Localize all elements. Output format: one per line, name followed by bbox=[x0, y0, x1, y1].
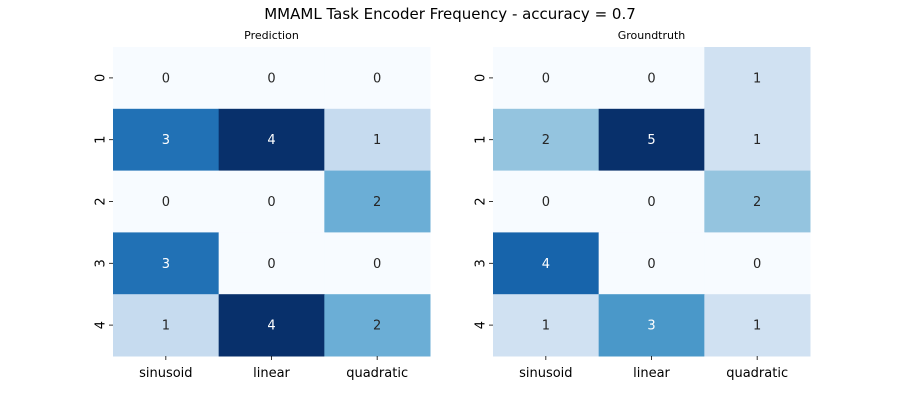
heatmap-cell bbox=[218, 47, 325, 110]
cell-value-label: 1 bbox=[542, 319, 550, 334]
cell-value-label: 1 bbox=[753, 71, 761, 86]
x-tick-label: quadratic bbox=[346, 366, 408, 381]
heatmap-cell bbox=[704, 108, 811, 172]
heatmap-cell bbox=[493, 170, 600, 233]
cell-value-label: 2 bbox=[753, 195, 761, 210]
heatmap-cell bbox=[113, 232, 220, 295]
cell-value-label: 0 bbox=[373, 257, 381, 272]
heatmap-cell bbox=[113, 47, 220, 110]
heatmap-cell bbox=[704, 170, 811, 233]
heatmap-cell bbox=[598, 170, 705, 233]
y-tick-label: 4 bbox=[94, 321, 109, 329]
cell-value-label: 0 bbox=[647, 195, 655, 210]
heatmap-cell bbox=[113, 108, 220, 172]
cell-value-label: 0 bbox=[373, 71, 381, 86]
cell-value-label: 4 bbox=[267, 133, 275, 148]
heatmap-cell bbox=[598, 294, 705, 357]
heatmap-cell bbox=[218, 170, 325, 233]
heatmap-cell bbox=[493, 294, 600, 357]
x-tick-label: linear bbox=[633, 366, 670, 381]
y-tick-label: 4 bbox=[474, 321, 489, 329]
cell-value-label: 0 bbox=[267, 71, 275, 86]
cell-value-label: 2 bbox=[373, 319, 381, 334]
y-tick-label: 2 bbox=[94, 197, 109, 205]
cell-value-label: 3 bbox=[162, 133, 170, 148]
cell-value-label: 0 bbox=[647, 257, 655, 272]
y-tick-label: 0 bbox=[94, 74, 109, 82]
y-tick-label: 1 bbox=[94, 136, 109, 144]
heatmap-cell bbox=[113, 170, 220, 233]
heatmap-cell bbox=[218, 232, 325, 295]
heatmap-cell bbox=[324, 232, 431, 295]
heatmap-panel-prediction: Prediction 0 0 0 3 4 1 0 0 2 3 0 0 1 4 2 sinusoid linear q… bbox=[94, 29, 431, 381]
cell-value-label: 0 bbox=[542, 71, 550, 86]
cell-value-label: 1 bbox=[162, 319, 170, 334]
y-tick-label: 0 bbox=[474, 74, 489, 82]
cell-value-label: 3 bbox=[647, 319, 655, 334]
y-tick-label: 3 bbox=[94, 259, 109, 267]
cell-value-label: 0 bbox=[647, 71, 655, 86]
heatmap-cell bbox=[324, 108, 431, 172]
cell-value-label: 0 bbox=[162, 71, 170, 86]
heatmap-cell bbox=[598, 232, 705, 295]
cell-value-label: 1 bbox=[373, 133, 381, 148]
cell-value-label: 0 bbox=[542, 195, 550, 210]
cell-value-label: 0 bbox=[267, 195, 275, 210]
heatmap-cell bbox=[704, 232, 811, 295]
cell-value-label: 4 bbox=[267, 319, 275, 334]
heatmap-cell bbox=[704, 47, 811, 110]
heatmap-cell bbox=[493, 108, 600, 172]
x-tick-label: linear bbox=[253, 366, 290, 381]
cell-value-label: 2 bbox=[542, 133, 550, 148]
heatmap-cell bbox=[493, 47, 600, 110]
x-tick-label: quadratic bbox=[726, 366, 788, 381]
subplot-title: Prediction bbox=[244, 29, 299, 42]
heatmap-cell bbox=[598, 108, 705, 172]
heatmap-panel-groundtruth: Groundtruth 0 0 1 2 5 1 0 0 2 4 0 0 1 3 1 sinusoid linear… bbox=[474, 29, 811, 381]
heatmap-cell bbox=[493, 232, 600, 295]
heatmap-cell bbox=[598, 47, 705, 110]
cell-value-label: 1 bbox=[753, 319, 761, 334]
heatmap-cell bbox=[324, 47, 431, 110]
cell-value-label: 1 bbox=[753, 133, 761, 148]
cell-value-label: 3 bbox=[162, 257, 170, 272]
y-tick-label: 3 bbox=[474, 259, 489, 267]
cell-value-label: 4 bbox=[542, 257, 550, 272]
heatmap-cell bbox=[218, 108, 325, 172]
x-tick-label: sinusoid bbox=[519, 366, 572, 381]
cell-value-label: 0 bbox=[162, 195, 170, 210]
figure-title: MMAML Task Encoder Frequency - accuracy … bbox=[264, 5, 636, 23]
cell-value-label: 2 bbox=[373, 195, 381, 210]
heatmap-cell bbox=[113, 294, 220, 357]
heatmap-cell bbox=[218, 294, 325, 357]
heatmap-cell bbox=[324, 170, 431, 233]
heatmap-cell bbox=[704, 294, 811, 357]
y-tick-label: 1 bbox=[474, 136, 489, 144]
cell-value-label: 5 bbox=[647, 133, 655, 148]
x-tick-label: sinusoid bbox=[139, 366, 192, 381]
heatmap-cell bbox=[324, 294, 431, 357]
y-tick-label: 2 bbox=[474, 197, 489, 205]
subplot-title: Groundtruth bbox=[618, 29, 686, 42]
cell-value-label: 0 bbox=[267, 257, 275, 272]
cell-value-label: 0 bbox=[753, 257, 761, 272]
